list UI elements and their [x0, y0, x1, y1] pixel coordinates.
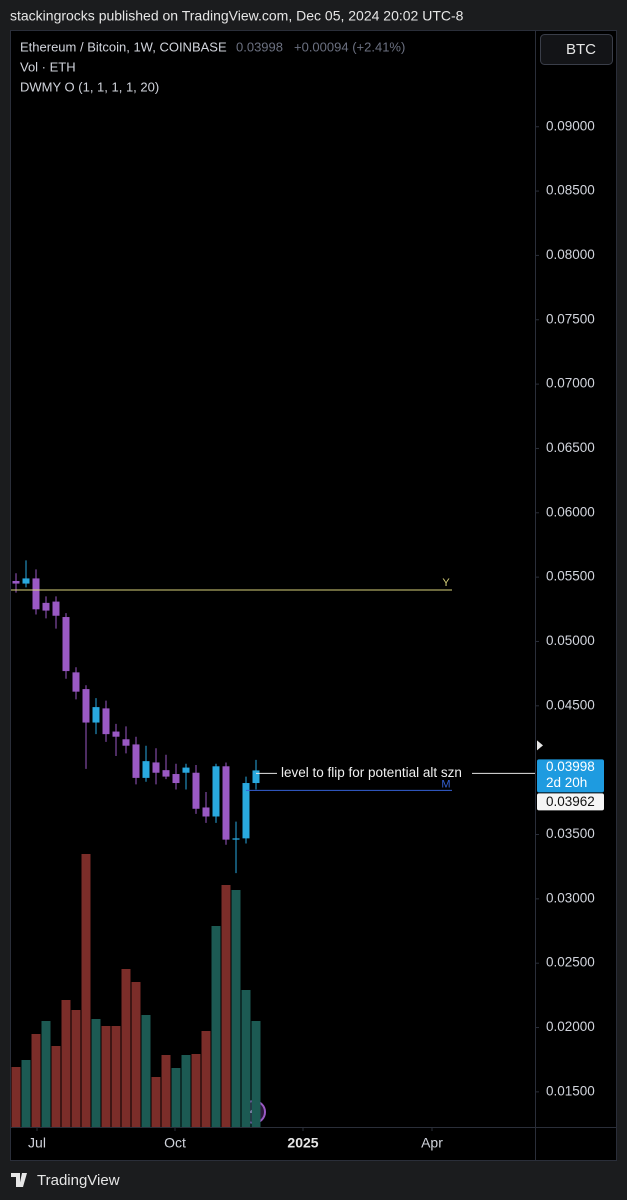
volume-bar — [231, 890, 241, 1127]
y-tick-label: 0.03000 — [546, 890, 595, 905]
candle-body — [212, 766, 220, 817]
price-marker — [537, 740, 543, 751]
candle-body — [222, 766, 230, 840]
currency-label: BTC — [566, 41, 596, 58]
candle-body — [192, 772, 200, 809]
currency-button[interactable] — [540, 34, 613, 65]
candle-body — [132, 744, 140, 778]
candle-body — [202, 807, 210, 817]
volume-bar — [41, 1021, 51, 1127]
y-tick-label: 0.06500 — [546, 440, 595, 455]
volume-bar — [221, 885, 231, 1127]
last-price-label: 0.03998 — [546, 759, 595, 774]
candle-body — [112, 731, 120, 737]
candle-body — [242, 783, 250, 839]
volume-bar — [71, 1010, 81, 1127]
candle-body — [52, 601, 60, 616]
volume-bar — [211, 926, 221, 1127]
candle-body — [42, 602, 50, 611]
y-tick-label: 0.09000 — [546, 118, 595, 133]
y-tick-label: 0.02000 — [546, 1019, 595, 1034]
legend-indicator: DWMY O (1, 1, 1, 1, 20) — [20, 79, 159, 94]
candle-body — [62, 617, 70, 672]
candle-body — [252, 770, 260, 784]
y-tick-label: 0.05500 — [546, 569, 595, 584]
volume-bar — [181, 1055, 191, 1127]
volume-bar — [131, 982, 141, 1127]
volume-bar — [31, 1034, 41, 1127]
volume-bar — [111, 1026, 121, 1127]
candle-body — [152, 762, 160, 773]
candle-body — [12, 580, 20, 584]
y-tick-label: 0.08500 — [546, 183, 595, 198]
candle-body — [232, 838, 240, 840]
candle-body — [82, 689, 90, 723]
candle-body — [172, 774, 180, 784]
volume-bar — [161, 1055, 171, 1127]
volume-bar — [121, 969, 131, 1127]
candle-body — [32, 578, 40, 610]
volume-bar — [81, 854, 91, 1127]
level-label: M — [441, 778, 450, 790]
y-tick-label: 0.05000 — [546, 633, 595, 648]
volume-bar — [171, 1068, 181, 1127]
legend-price: 0.03998 — [236, 39, 283, 54]
prev-price-box — [537, 793, 604, 811]
y-tick-label: 0.01500 — [546, 1083, 595, 1098]
volume-bar — [191, 1054, 201, 1127]
candle-body — [102, 708, 110, 735]
candle-body — [142, 761, 150, 778]
candle-body — [122, 739, 130, 746]
x-tick-label: 2025 — [287, 1135, 318, 1151]
countdown-label: 2d 20h — [546, 775, 587, 790]
volume-bar — [21, 1060, 31, 1127]
volume-bar — [91, 1019, 101, 1127]
legend-change: +0.00094 (+2.41%) — [294, 39, 405, 54]
y-tick-label: 0.07500 — [546, 311, 595, 326]
level-label: Y — [442, 577, 450, 589]
candle-body — [92, 707, 100, 723]
y-tick-label: 0.06000 — [546, 504, 595, 519]
volume-bar — [141, 1015, 151, 1127]
legend-symbol: Ethereum / Bitcoin, 1W, COINBASE — [20, 39, 227, 54]
y-tick-label: 0.07000 — [546, 376, 595, 391]
y-tick-label: 0.08000 — [546, 247, 595, 262]
x-tick-label: Apr — [421, 1135, 443, 1151]
legend-volume: Vol · ETH — [20, 59, 76, 74]
candle-body — [182, 767, 190, 773]
candle-body — [22, 578, 30, 584]
footer-logo — [11, 1173, 27, 1187]
prev-price-label: 0.03962 — [546, 794, 595, 809]
annotation-text: level to flip for potential alt szn — [281, 765, 462, 780]
volume-bar — [241, 990, 251, 1127]
y-tick-label: 0.04500 — [546, 697, 595, 712]
last-price-box — [537, 759, 604, 793]
volume-bar — [11, 1067, 21, 1127]
volume-bar — [151, 1077, 161, 1127]
y-tick-label: 0.02500 — [546, 955, 595, 970]
volume-bar — [51, 1046, 61, 1127]
header-text: stackingrocks published on TradingView.c… — [10, 8, 464, 24]
volume-bar — [251, 1021, 261, 1127]
x-tick-label: Oct — [164, 1135, 186, 1151]
volume-bar — [201, 1031, 211, 1127]
footer-brand: TradingView — [37, 1172, 120, 1189]
x-tick-label: Jul — [28, 1135, 46, 1151]
candle-body — [72, 672, 80, 692]
candle-body — [162, 770, 170, 777]
volume-bar — [61, 1000, 71, 1127]
chart-frame — [10, 30, 617, 1161]
volume-bar — [101, 1026, 111, 1127]
y-tick-label: 0.03500 — [546, 826, 595, 841]
